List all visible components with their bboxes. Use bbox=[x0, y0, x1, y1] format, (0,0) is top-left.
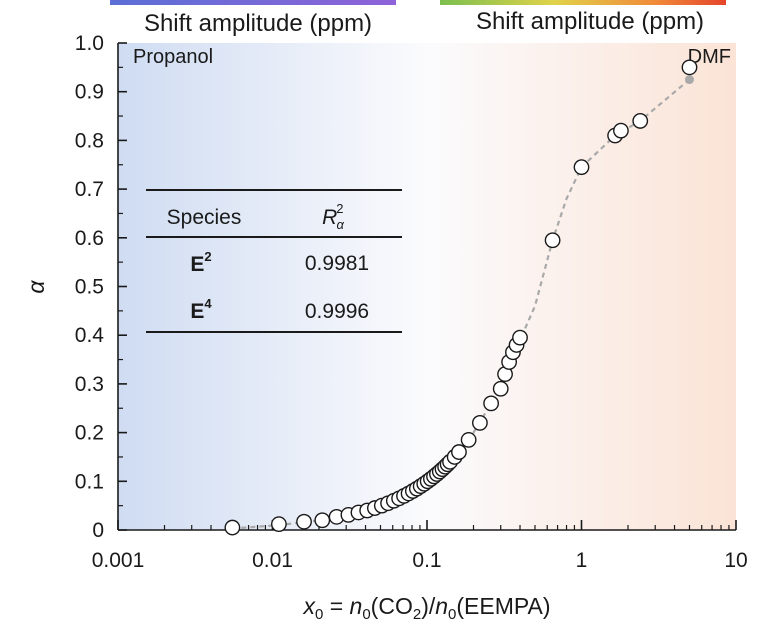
y-tick-label: 0.1 bbox=[75, 470, 104, 493]
x-tick-label: 10 bbox=[724, 549, 747, 572]
data-point bbox=[613, 122, 629, 139]
propanol-label: Propanol bbox=[133, 46, 213, 68]
data-point bbox=[544, 232, 561, 249]
data-point bbox=[492, 380, 509, 397]
y-tick-label: 0.4 bbox=[75, 324, 105, 347]
data-point bbox=[296, 513, 312, 530]
left-colorbar-label: Shift amplitude (ppm) bbox=[144, 10, 372, 37]
table-row-1-species: E2 bbox=[190, 249, 211, 276]
r2-table: Species R2 α E2 0.9981 E4 0.9996 bbox=[146, 189, 402, 333]
right-colorbar bbox=[440, 0, 726, 5]
y-axis-title: α bbox=[23, 280, 49, 294]
y-tick-label: 0.7 bbox=[75, 178, 104, 201]
y-tick-label: 0 bbox=[92, 519, 104, 542]
y-tick-label: 0.8 bbox=[75, 129, 104, 152]
fit-end-point bbox=[684, 75, 694, 85]
table-row-1-value: 0.9981 bbox=[305, 252, 369, 275]
dmf-label: DMF bbox=[688, 46, 731, 68]
data-point bbox=[483, 395, 500, 412]
table-row-2-value: 0.9996 bbox=[305, 300, 369, 323]
data-point bbox=[224, 519, 241, 536]
x-tick-label: 0.1 bbox=[412, 549, 441, 572]
y-tick-label: 0.6 bbox=[75, 227, 104, 250]
data-point bbox=[681, 59, 698, 76]
y-tick-label: 1.0 bbox=[75, 32, 104, 55]
x-tick-label: 0.001 bbox=[92, 549, 145, 572]
data-point bbox=[451, 444, 467, 460]
right-colorbar-label: Shift amplitude (ppm) bbox=[476, 8, 704, 35]
y-tick-label: 0.2 bbox=[75, 422, 104, 445]
data-point bbox=[573, 159, 590, 176]
data-point bbox=[314, 512, 331, 529]
data-point bbox=[460, 432, 477, 448]
y-tick-label: 0.9 bbox=[75, 81, 104, 104]
y-tick-label: 0.5 bbox=[75, 276, 104, 299]
data-point bbox=[512, 329, 528, 346]
x-tick-label: 0.01 bbox=[252, 549, 293, 572]
data-point bbox=[632, 113, 649, 129]
table-header-species: Species bbox=[167, 206, 242, 229]
data-point bbox=[270, 516, 287, 533]
x-tick-label: 1 bbox=[576, 549, 588, 572]
x-axis-title: x0 = n0(CO2)/n0(EEMPA) bbox=[302, 593, 550, 623]
left-colorbar bbox=[110, 0, 396, 5]
data-point bbox=[472, 414, 488, 431]
y-tick-label: 0.3 bbox=[75, 373, 104, 396]
table-row-2-species: E4 bbox=[190, 296, 212, 323]
table-header-r2: R2 α bbox=[322, 201, 344, 232]
